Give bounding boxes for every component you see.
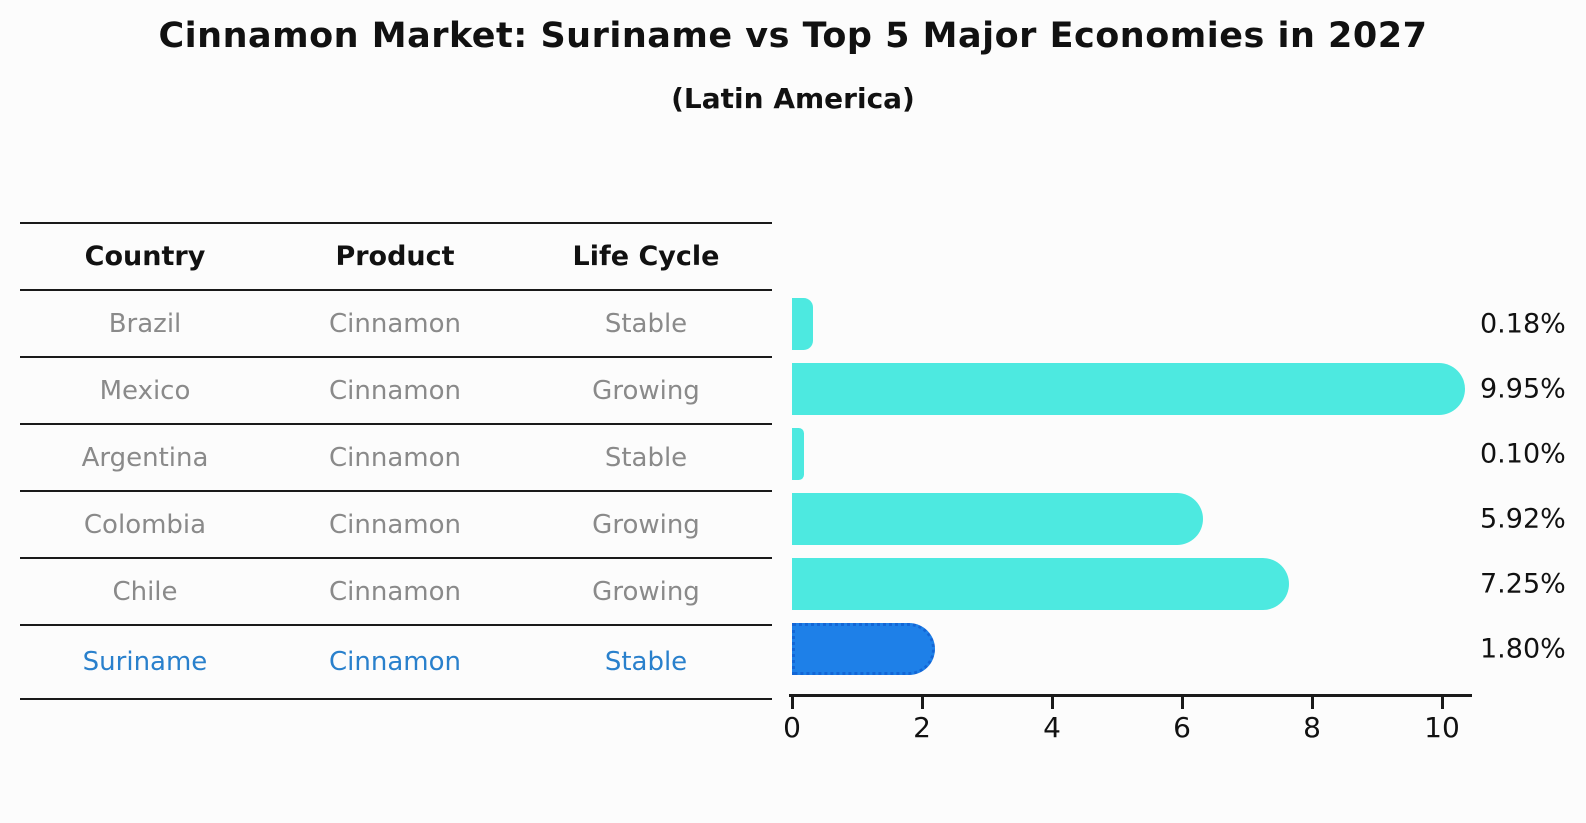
cell-life-cycle: Stable: [604, 442, 688, 473]
bar-suriname: [792, 623, 935, 675]
table-header-row: Country Product Life Cycle: [20, 224, 772, 291]
cell-country: Chile: [112, 576, 178, 607]
cell-product: Cinnamon: [329, 375, 461, 406]
chart-title: Cinnamon Market: Suriname vs Top 5 Major…: [158, 16, 1428, 56]
bar-chile: [792, 558, 1290, 610]
x-tick-label: 10: [1424, 711, 1460, 744]
x-tick: [1310, 697, 1314, 709]
cell-product: Cinnamon: [329, 308, 461, 339]
cell-life-cycle: Growing: [592, 576, 700, 607]
x-tick: [1440, 697, 1444, 709]
cell-country: Argentina: [81, 442, 209, 473]
value-label-argentina: 0.10%: [1480, 438, 1566, 470]
table-row-chile: Chile Cinnamon Growing: [20, 559, 772, 626]
x-tick-label: 8: [1303, 711, 1321, 744]
bar-brazil: [792, 298, 814, 350]
cell-country: Suriname: [82, 647, 208, 677]
bar-colombia: [792, 493, 1203, 545]
x-tick: [790, 697, 794, 709]
value-label-suriname: 1.80%: [1480, 633, 1566, 665]
cell-life-cycle: Growing: [592, 375, 700, 406]
cell-life-cycle: Stable: [604, 647, 688, 677]
cell-life-cycle: Stable: [604, 308, 688, 339]
x-tick-label: 2: [913, 711, 931, 744]
x-tick: [1180, 697, 1184, 709]
x-tick-label: 0: [783, 711, 801, 744]
bar-argentina: [792, 428, 804, 480]
table-header-cell-product: Product: [335, 241, 455, 272]
cell-life-cycle: Growing: [592, 509, 700, 540]
cell-country: Brazil: [108, 308, 182, 339]
cell-country: Colombia: [83, 509, 207, 540]
table-row-colombia: Colombia Cinnamon Growing: [20, 492, 772, 559]
value-label-brazil: 0.18%: [1480, 308, 1566, 340]
cell-product: Cinnamon: [329, 509, 461, 540]
value-label-colombia: 5.92%: [1480, 503, 1566, 535]
table-row-argentina: Argentina Cinnamon Stable: [20, 425, 772, 492]
value-label-mexico: 9.95%: [1480, 373, 1566, 405]
chart-subtitle: (Latin America): [671, 82, 915, 115]
table-body: Brazil Cinnamon Stable Mexico Cinnamon Growin…: [20, 291, 772, 700]
table-header-cell-country: Country: [84, 241, 206, 272]
x-tick: [1050, 697, 1054, 709]
table-row-suriname: Suriname Cinnamon Stable: [20, 626, 772, 700]
table-row-brazil: Brazil Cinnamon Stable: [20, 291, 772, 358]
x-tick: [920, 697, 924, 709]
table-row-mexico: Mexico Cinnamon Growing: [20, 358, 772, 425]
bar-mexico: [792, 363, 1465, 415]
value-label-chile: 7.25%: [1480, 568, 1566, 600]
country-table: Country Product Life Cycle Brazil Cinnamon S…: [20, 222, 772, 700]
cell-product: Cinnamon: [329, 576, 461, 607]
cell-product: Cinnamon: [329, 442, 461, 473]
x-tick-label: 4: [1043, 711, 1061, 744]
cell-country: Mexico: [99, 375, 191, 406]
x-tick-label: 6: [1173, 711, 1191, 744]
table-header-cell-life-cycle: Life Cycle: [572, 241, 720, 272]
x-axis-line: [789, 694, 1472, 697]
cell-product: Cinnamon: [329, 647, 461, 677]
